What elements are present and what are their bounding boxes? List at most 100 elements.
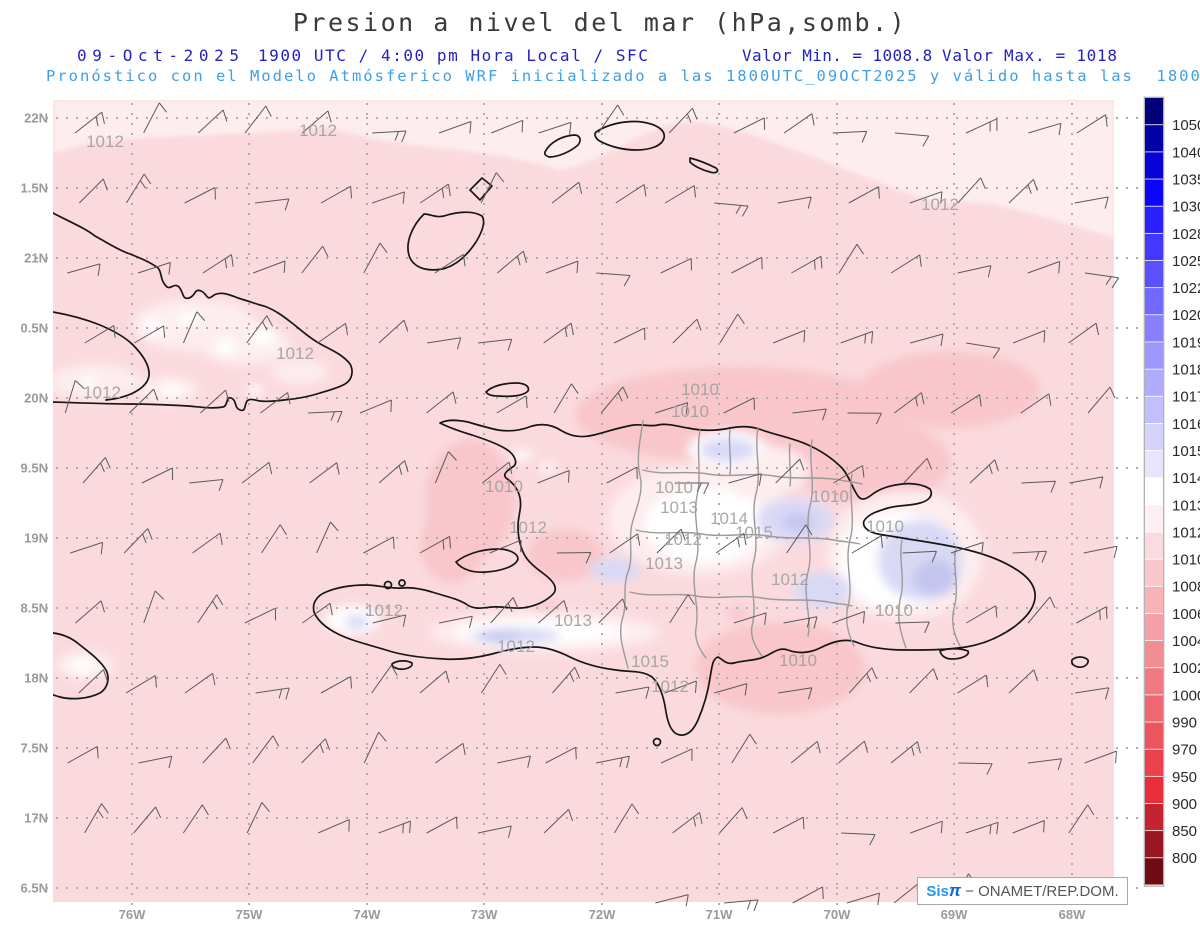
wind-barb	[75, 600, 105, 624]
colorbar-segment	[1145, 505, 1163, 532]
colorbar-segment	[1145, 695, 1163, 722]
x-axis-label: 75W	[236, 907, 263, 922]
wind-barb	[202, 737, 231, 764]
wind-barb	[67, 745, 99, 764]
colorbar-label: 1000	[1172, 687, 1200, 704]
colorbar-segment	[1145, 369, 1163, 396]
wind-barb	[137, 262, 171, 275]
colorbar-segment	[1145, 423, 1163, 451]
colorbar-label: 1015	[1172, 443, 1200, 460]
colorbar-segment	[1145, 749, 1163, 776]
contour-label: 1013	[645, 554, 683, 573]
wind-barb	[551, 181, 583, 204]
wind-barb	[378, 460, 409, 484]
wind-barb	[838, 740, 869, 764]
wind-barb	[1069, 476, 1104, 489]
wind-barb	[966, 605, 998, 624]
wind-barb	[246, 315, 274, 344]
wind-barb	[543, 809, 573, 834]
wind-barb	[1087, 386, 1116, 414]
wind-barb	[772, 816, 805, 834]
wind-barb	[308, 410, 343, 423]
colorbar-segment	[1145, 260, 1163, 288]
colorbar-label: 1014	[1172, 470, 1200, 487]
wind-barb	[317, 819, 350, 834]
wind-barb	[67, 263, 101, 276]
wind-barb	[1068, 804, 1095, 834]
wind-barb	[419, 183, 451, 204]
colorbar-label: 950	[1172, 769, 1197, 786]
x-axis-label: 70W	[824, 907, 851, 922]
shade-lavender-1014-1016	[345, 438, 962, 644]
contour-label: 1012	[664, 530, 702, 549]
wind-barb	[728, 473, 762, 486]
wind-barb	[78, 669, 108, 694]
x-axis-label: 72W	[589, 907, 616, 922]
contour-label: 1012	[83, 383, 121, 402]
pi-icon: π	[948, 881, 961, 900]
wind-barb	[731, 256, 763, 274]
wind-barb	[597, 104, 625, 134]
model-info-line: Pronóstico con el Modelo Atmósferico WRF…	[46, 67, 1200, 85]
colorbar-label: 1006	[1172, 606, 1200, 623]
wind-barb	[596, 755, 630, 769]
x-axis-label: 74W	[354, 907, 381, 922]
wind-barb	[301, 110, 332, 134]
y-axis-label: 17N	[24, 811, 48, 826]
wind-barb	[838, 243, 864, 274]
wind-barb	[909, 668, 939, 694]
wind-barb	[480, 664, 507, 694]
wind-barb	[197, 594, 224, 624]
wind-barb	[669, 594, 695, 624]
y-axis-label: 8.5N	[21, 601, 48, 616]
x-axis-label: 73W	[471, 907, 498, 922]
wind-barb	[777, 196, 812, 209]
colorbar-segment	[1145, 396, 1163, 423]
colorbar-segment	[1145, 288, 1163, 315]
wind-barb	[427, 337, 462, 350]
colorbar-label: 1017	[1172, 389, 1200, 406]
contour-label: 1013	[554, 611, 592, 630]
wind-barb	[434, 253, 466, 274]
wind-barb	[302, 602, 333, 624]
wind-barb	[656, 528, 686, 554]
wind-barb	[419, 670, 450, 694]
wind-barb	[848, 186, 880, 204]
colorbar-label: 800	[1172, 850, 1197, 867]
wind-barb	[481, 461, 513, 484]
wind-barb	[301, 738, 331, 764]
wind-barb	[715, 532, 747, 554]
wind-barb	[1028, 122, 1062, 136]
wind-barb	[84, 803, 109, 834]
wind-barb	[846, 892, 880, 906]
wind-barb	[129, 388, 159, 414]
coastline-cuba	[53, 212, 353, 412]
wind-barb	[123, 528, 153, 554]
wind-barb	[138, 755, 173, 769]
y-axis-label: 20N	[24, 391, 48, 406]
wind-barb	[719, 313, 745, 344]
colorbar-segment	[1145, 179, 1163, 206]
wind-barb	[480, 172, 505, 204]
wind-barb	[792, 886, 824, 904]
wind-barb	[786, 524, 813, 554]
wind-barb	[772, 329, 806, 344]
y-axis-label: 0.5N	[21, 321, 48, 336]
wind-barb	[556, 552, 592, 564]
wind-barb	[851, 535, 883, 554]
wind-barb	[143, 590, 165, 624]
wind-barb	[143, 102, 167, 134]
wind-barb	[246, 802, 270, 834]
wind-barb	[660, 257, 692, 274]
contour-label: 1012	[921, 195, 959, 214]
wind-barb	[833, 465, 865, 484]
colorbar-segment	[1145, 342, 1163, 369]
wind-barb	[664, 185, 696, 204]
contour-label: 1015	[735, 523, 773, 542]
colorbar-label: 1010	[1172, 552, 1200, 569]
colorbar-segment	[1145, 641, 1163, 668]
wind-barb	[1020, 393, 1052, 414]
valid-time: 1900 UTC / 4:00 pm Hora Local / SFC	[258, 46, 650, 65]
contour-label: 1013	[660, 498, 698, 517]
wind-barb	[672, 318, 702, 344]
